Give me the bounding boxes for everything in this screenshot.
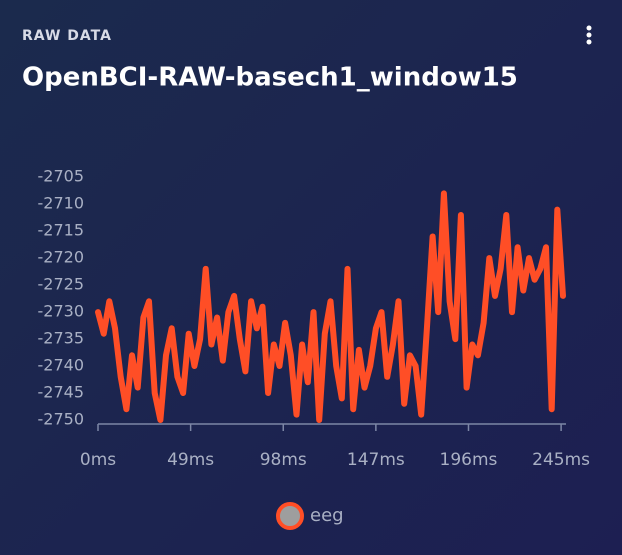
x-tick-label: 98ms (260, 450, 307, 470)
x-tick-label: 49ms (167, 450, 214, 470)
y-tick-label: -2740 (38, 356, 85, 375)
x-tick-label: 0ms (80, 450, 116, 470)
chart-title: OpenBCI-RAW-basech1_window15 (22, 63, 518, 93)
y-tick-label: -2725 (38, 275, 85, 294)
widget-header: RAW DATA (22, 28, 112, 44)
y-tick-label: -2710 (38, 194, 85, 213)
y-tick-label: -2750 (38, 410, 85, 429)
menu-icon[interactable] (586, 25, 592, 45)
y-tick-label: -2730 (38, 302, 85, 321)
data-line (95, 190, 566, 423)
y-tick-label: -2720 (38, 248, 85, 267)
y-tick-label: -2715 (38, 221, 85, 240)
x-tick-label: 245ms (532, 450, 590, 470)
y-tick-label: -2735 (38, 329, 85, 348)
x-tick-label: 147ms (347, 450, 405, 470)
menu-dot[interactable] (586, 32, 592, 38)
x-tick-label: 196ms (440, 450, 498, 470)
y-tick-label: -2745 (38, 383, 85, 402)
menu-dot[interactable] (586, 39, 592, 45)
menu-dot[interactable] (586, 25, 592, 31)
legend-label: eeg (310, 505, 344, 526)
legend-marker (276, 502, 304, 530)
y-tick-label: -2705 (38, 167, 85, 186)
